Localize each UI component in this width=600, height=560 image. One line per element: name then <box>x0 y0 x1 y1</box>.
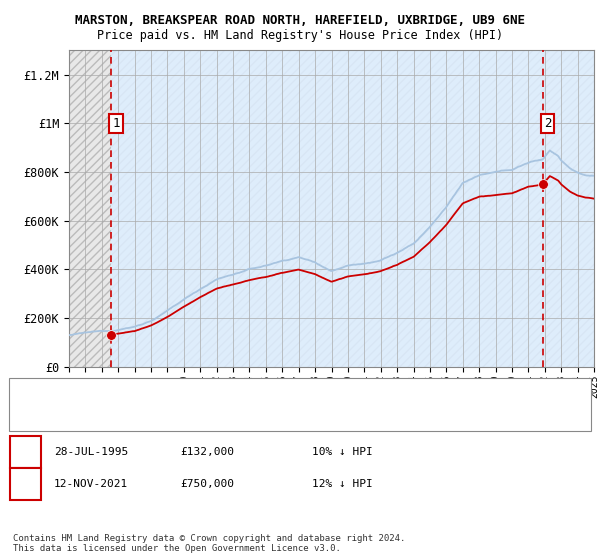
Text: ——: —— <box>21 387 49 401</box>
Text: Contains HM Land Registry data © Crown copyright and database right 2024.
This d: Contains HM Land Registry data © Crown c… <box>13 534 406 553</box>
Text: 12% ↓ HPI: 12% ↓ HPI <box>312 479 373 488</box>
Text: £750,000: £750,000 <box>180 479 234 488</box>
Text: 28-JUL-1995: 28-JUL-1995 <box>54 447 128 456</box>
Text: 2: 2 <box>22 477 29 490</box>
Text: MARSTON, BREAKSPEAR ROAD NORTH, HAREFIELD, UXBRIDGE, UB9 6NE: MARSTON, BREAKSPEAR ROAD NORTH, HAREFIEL… <box>75 14 525 27</box>
Text: HPI: Average price, detached house, Hillingdon: HPI: Average price, detached house, Hill… <box>57 410 327 420</box>
Text: 12-NOV-2021: 12-NOV-2021 <box>54 479 128 488</box>
Text: 2: 2 <box>544 117 551 130</box>
Text: 1: 1 <box>112 117 120 130</box>
Text: 10% ↓ HPI: 10% ↓ HPI <box>312 447 373 456</box>
Text: MARSTON, BREAKSPEAR ROAD NORTH, HAREFIELD, UXBRIDGE, UB9 6NE (detached hou…: MARSTON, BREAKSPEAR ROAD NORTH, HAREFIEL… <box>57 389 497 399</box>
Text: 1: 1 <box>22 445 29 458</box>
Bar <box>69 50 594 367</box>
Bar <box>111 50 594 367</box>
Text: £132,000: £132,000 <box>180 447 234 456</box>
Text: ——: —— <box>21 408 49 422</box>
Text: Price paid vs. HM Land Registry's House Price Index (HPI): Price paid vs. HM Land Registry's House … <box>97 29 503 42</box>
